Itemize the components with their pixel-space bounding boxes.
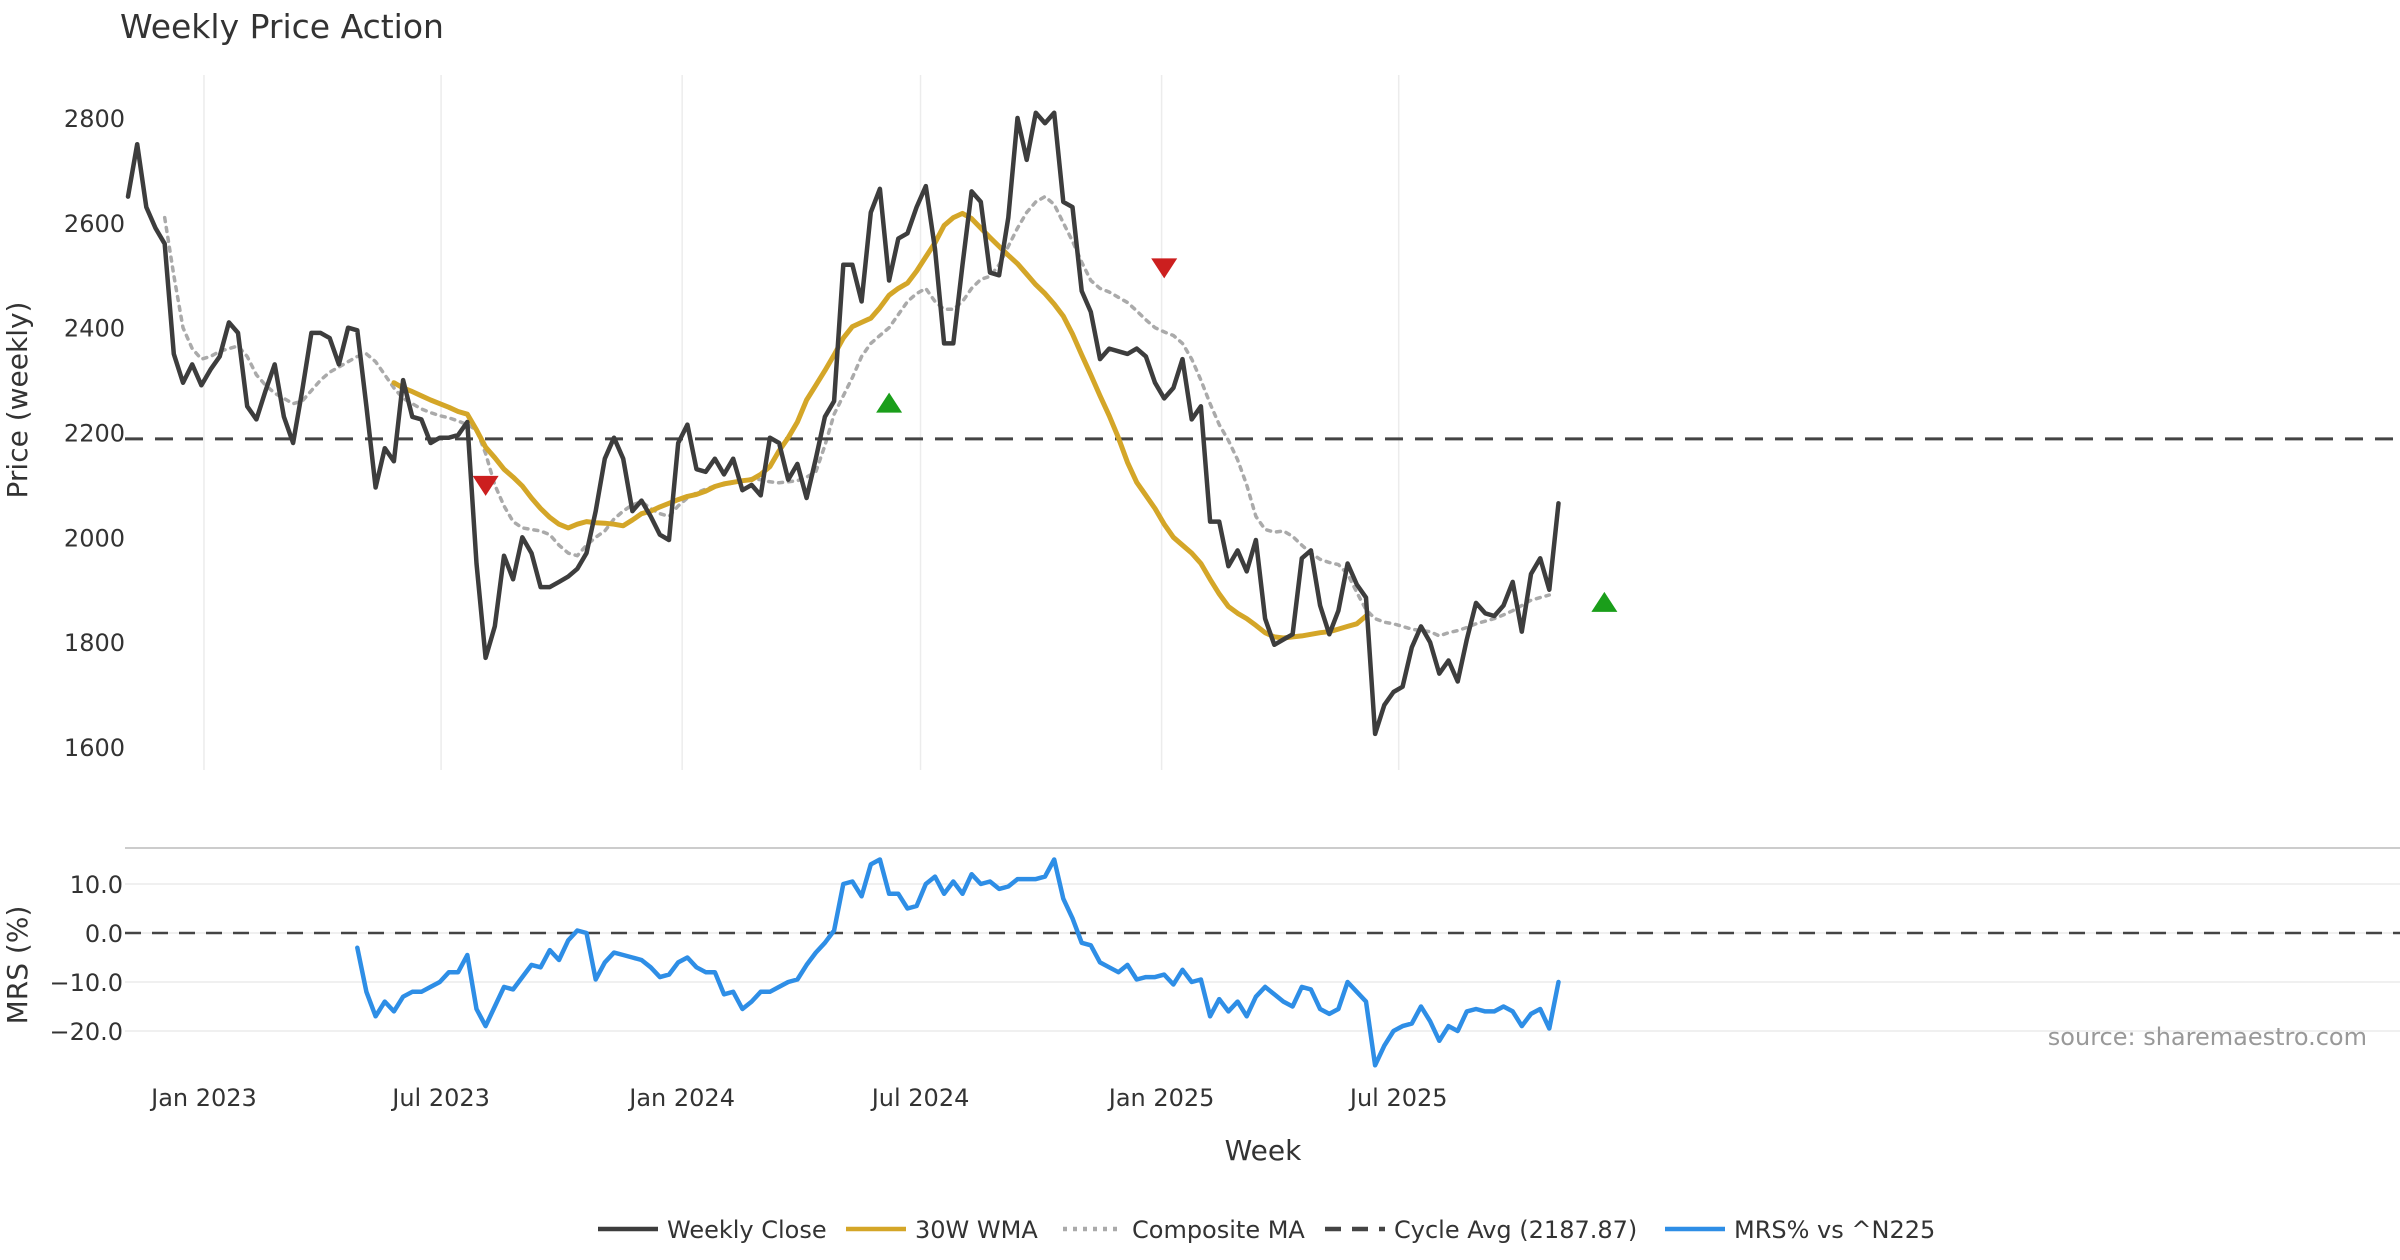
legend-label: Composite MA <box>1132 1216 1305 1244</box>
legend-label: 30W WMA <box>915 1216 1038 1244</box>
mrs-axis-title: MRS (%) <box>1 906 34 1025</box>
buy-signal-marker <box>876 392 903 413</box>
wma-30w-line <box>391 210 1369 641</box>
legend: Weekly Close 30W WMA Composite MA Cycle Avg… <box>598 1216 1935 1244</box>
x-tick-label: Jan 2023 <box>149 1084 257 1112</box>
price-y-tick-label: 1600 <box>64 734 125 762</box>
price-y-tick-label: 1800 <box>64 629 125 657</box>
mrs-line <box>355 857 1561 1068</box>
x-tick-label: Jan 2025 <box>1107 1084 1215 1112</box>
mrs-panel <box>125 857 2400 1068</box>
buy-signal-marker <box>1591 591 1618 612</box>
legend-label: Weekly Close <box>667 1216 827 1244</box>
mrs-y-tick-label: 10.0 <box>70 871 123 899</box>
sell-signal-marker <box>472 475 499 496</box>
legend-label: MRS% vs ^N225 <box>1734 1216 1935 1244</box>
weekly-close-line <box>125 110 1561 737</box>
price-y-tick-label: 2600 <box>64 210 125 238</box>
composite-ma-line <box>162 194 1552 638</box>
x-tick-label: Jul 2023 <box>390 1084 490 1112</box>
x-axis-title: Week <box>1225 1134 1302 1167</box>
price-y-tick-label: 2200 <box>64 420 125 448</box>
x-tick-label: Jan 2024 <box>627 1084 735 1112</box>
legend-label: Cycle Avg (2187.87) <box>1394 1216 1637 1244</box>
mrs-y-tick-label: −20.0 <box>49 1018 123 1046</box>
price-y-tick-label: 2800 <box>64 105 125 133</box>
x-tick-label: Jul 2025 <box>1348 1084 1448 1112</box>
chart-title: Weekly Price Action <box>120 7 444 46</box>
source-note: source: sharemaestro.com <box>2048 1023 2367 1051</box>
sell-signal-marker <box>1151 258 1178 279</box>
price-y-tick-label: 2000 <box>64 524 125 552</box>
x-tick-label: Jul 2024 <box>870 1084 970 1112</box>
price-panel <box>125 110 2400 737</box>
mrs-y-tick-label: −10.0 <box>49 969 123 997</box>
mrs-y-tick-label: 0.0 <box>85 920 123 948</box>
price-axis-title: Price (weekly) <box>1 302 34 499</box>
price-y-tick-label: 2400 <box>64 315 125 343</box>
